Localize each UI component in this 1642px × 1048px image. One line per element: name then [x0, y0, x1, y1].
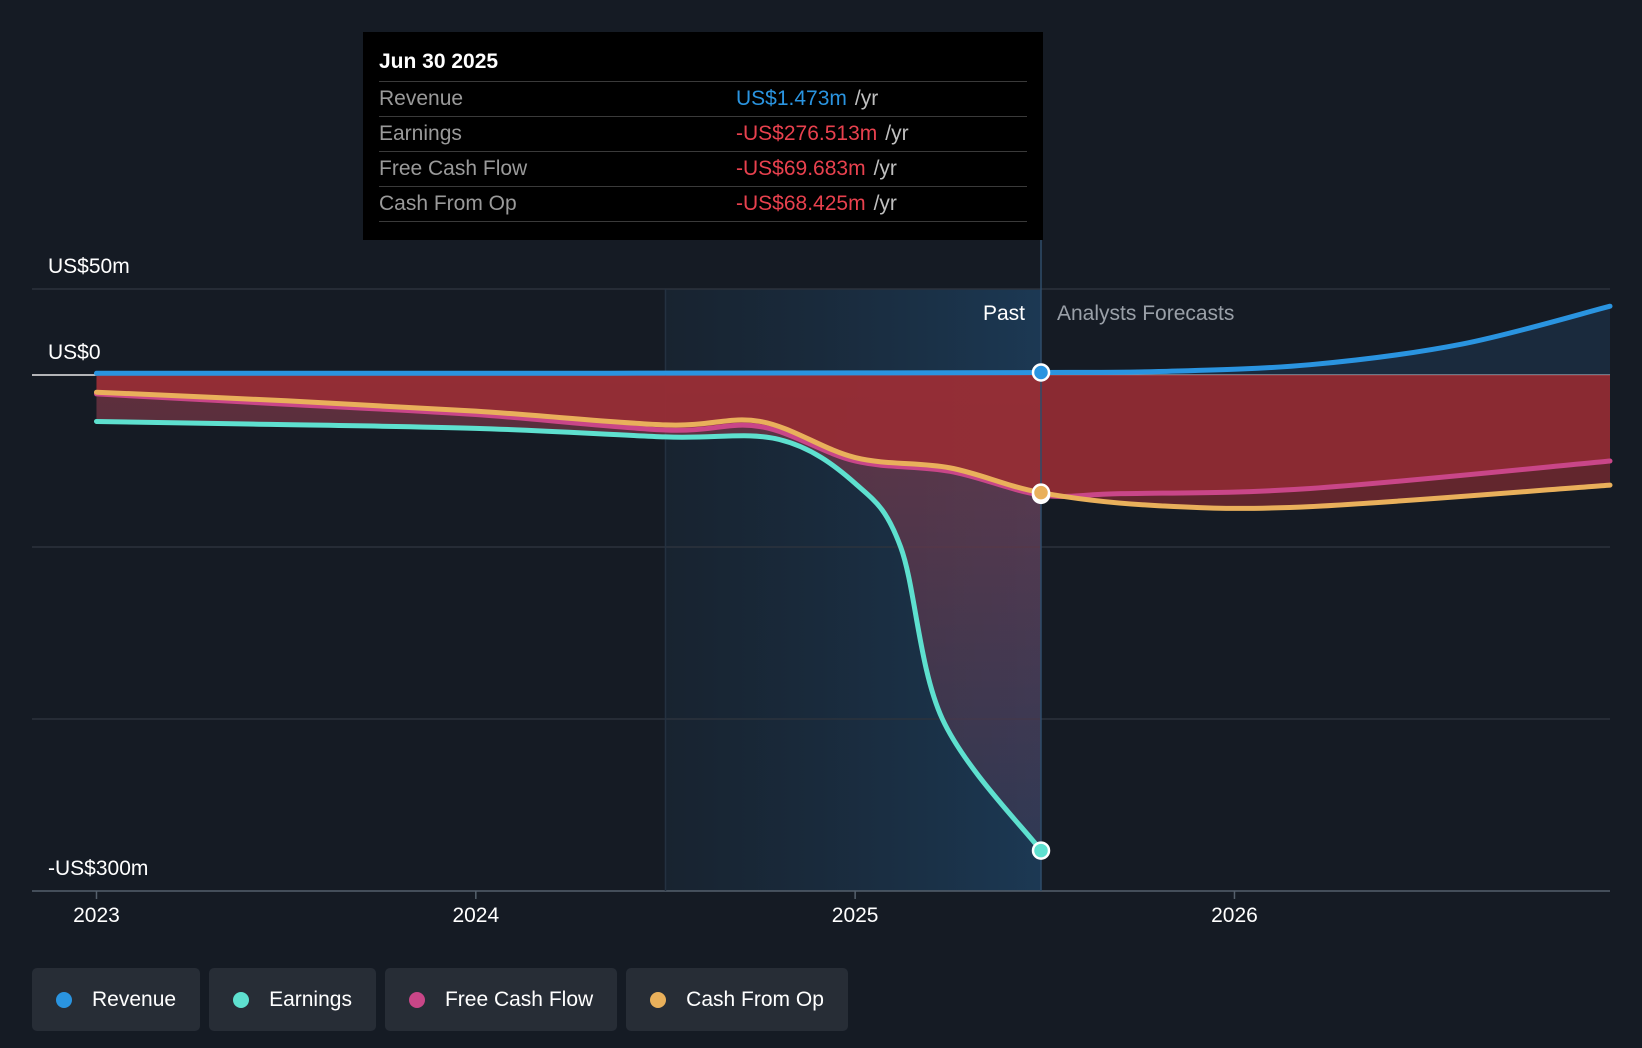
tooltip-row-cash-from-op: Cash From Op -US$68.425m /yr	[379, 186, 1027, 222]
tooltip-row-revenue: Revenue US$1.473m /yr	[379, 81, 1027, 116]
tooltip-unit: /yr	[873, 192, 897, 215]
tooltip-label: Cash From Op	[379, 192, 517, 215]
free-cash-flow-dot-icon	[408, 991, 425, 1008]
legend-label: Cash From Op	[686, 987, 824, 1011]
axis-labels: US$50m US$0 -US$300m 2023 2024 2025 2026 Past An…	[48, 255, 1258, 927]
free-cash-flow-line	[93, 391, 1613, 499]
tooltip-date: Jun 30 2025	[379, 50, 499, 73]
legend-item-free-cash-flow[interactable]: Free Cash Flow	[384, 968, 618, 1031]
x-tick-label: 2026	[1211, 904, 1258, 927]
tooltip-label: Earnings	[379, 122, 462, 145]
x-tick-label: 2024	[452, 904, 499, 927]
earnings-dot-icon	[233, 991, 250, 1008]
legend: Revenue Earnings Free Cash Flow Cash Fro…	[32, 968, 848, 1031]
forecast-label: Analysts Forecasts	[1057, 302, 1234, 325]
y-tick-label: -US$300m	[48, 857, 148, 880]
tooltip-unit: /yr	[854, 87, 879, 110]
earnings-line	[93, 418, 1044, 854]
past-label: Past	[983, 302, 1025, 325]
tooltip-unit: /yr	[873, 157, 897, 180]
y-tick-label: US$0	[48, 341, 101, 364]
revenue-dot-icon	[56, 991, 72, 1008]
legend-item-revenue[interactable]: Revenue	[32, 968, 201, 1031]
legend-label: Revenue	[92, 987, 177, 1011]
y-tick-label: US$50m	[48, 255, 130, 278]
tooltip-unit: /yr	[885, 122, 909, 145]
earnings-marker	[1031, 841, 1051, 860]
tooltip-value: US$1.473m	[736, 87, 847, 110]
legend-item-cash-from-op[interactable]: Cash From Op	[626, 968, 848, 1031]
revenue-area	[96, 306, 1610, 375]
cash-from-op-line	[93, 389, 1613, 511]
revenue-marker	[1031, 363, 1051, 382]
cash-from-op-marker	[1031, 483, 1051, 502]
tooltip-value: -US$69.683m	[736, 157, 866, 180]
x-tick-label: 2025	[832, 904, 879, 927]
tooltip-row-free-cash-flow: Free Cash Flow -US$69.683m /yr	[379, 151, 1027, 186]
legend-label: Earnings	[269, 987, 352, 1011]
hover-markers	[1031, 363, 1051, 860]
x-tick-label: 2023	[73, 904, 120, 927]
series-lines	[93, 303, 1613, 854]
tooltip-value: -US$276.513m	[736, 122, 878, 145]
legend-label: Free Cash Flow	[444, 987, 594, 1011]
tooltip-value: -US$68.425m	[736, 192, 866, 215]
tooltip-label: Revenue	[379, 87, 464, 110]
cash-from-op-dot-icon	[650, 991, 667, 1008]
tooltip: Jun 30 2025 Revenue US$1.473m /yr Earnin…	[363, 32, 1043, 240]
tooltip-row-earnings: Earnings -US$276.513m /yr	[379, 116, 1027, 151]
tooltip-label: Free Cash Flow	[379, 157, 528, 180]
legend-item-earnings[interactable]: Earnings	[209, 968, 376, 1031]
cash-from-op-area	[96, 375, 1610, 509]
